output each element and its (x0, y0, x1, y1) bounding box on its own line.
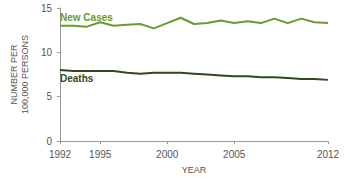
svg-text:Deaths: Deaths (60, 73, 94, 84)
svg-text:New Cases: New Cases (60, 12, 113, 23)
svg-text:0: 0 (46, 136, 52, 147)
svg-text:5: 5 (46, 91, 52, 102)
svg-text:1992: 1992 (49, 149, 72, 160)
svg-text:10: 10 (41, 47, 53, 58)
svg-text:100,000 PERSONS: 100,000 PERSONS (20, 35, 30, 114)
svg-text:2000: 2000 (156, 149, 179, 160)
svg-text:2012: 2012 (317, 149, 340, 160)
svg-text:2005: 2005 (223, 149, 246, 160)
svg-text:YEAR: YEAR (182, 165, 207, 175)
svg-text:1995: 1995 (89, 149, 112, 160)
svg-text:15: 15 (41, 3, 53, 14)
svg-text:NUMBER PER: NUMBER PER (9, 44, 19, 105)
